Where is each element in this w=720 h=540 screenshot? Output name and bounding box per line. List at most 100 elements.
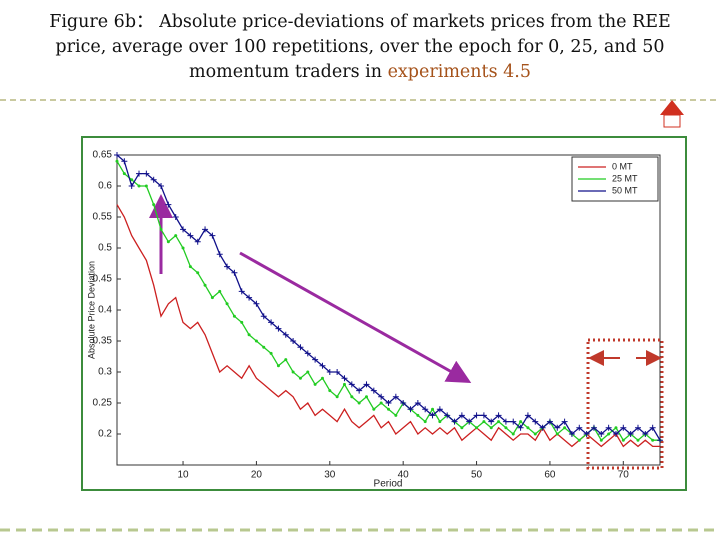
point-marker xyxy=(526,426,530,430)
point-marker xyxy=(203,283,207,287)
legend-label: 50 MT xyxy=(612,185,638,195)
point-marker xyxy=(172,214,179,220)
point-marker xyxy=(218,289,222,293)
point-marker xyxy=(423,420,427,424)
y-tick-label: 0.3 xyxy=(98,367,112,378)
point-marker xyxy=(334,369,341,375)
point-marker xyxy=(187,232,194,239)
title-line: price, average over 100 repetitions, ove… xyxy=(55,37,665,57)
point-marker xyxy=(400,400,407,406)
point-marker xyxy=(598,431,605,437)
point-marker xyxy=(620,424,627,431)
point-marker xyxy=(320,376,324,380)
point-marker xyxy=(561,418,568,425)
point-marker xyxy=(262,345,266,349)
point-marker xyxy=(269,351,273,355)
point-marker xyxy=(328,389,332,393)
point-marker xyxy=(275,325,282,332)
point-marker xyxy=(621,438,625,442)
point-marker xyxy=(460,426,464,430)
point-marker xyxy=(210,296,214,300)
point-marker xyxy=(605,424,612,431)
point-marker xyxy=(532,418,539,425)
point-marker xyxy=(284,358,288,362)
y-tick-label: 0.2 xyxy=(98,429,112,440)
legend-label: 0 MT xyxy=(612,161,633,171)
point-marker xyxy=(657,437,663,444)
point-marker xyxy=(165,201,172,208)
y-tick-label: 0.35 xyxy=(93,336,113,347)
annotation-arrow xyxy=(239,251,472,383)
point-marker xyxy=(319,362,326,369)
point-marker xyxy=(539,424,546,431)
title: Figure 6b： Absolute price-deviations of … xyxy=(0,10,720,85)
point-marker xyxy=(502,418,509,425)
point-marker xyxy=(438,420,442,424)
point-marker xyxy=(356,387,363,394)
point-marker xyxy=(612,431,619,437)
point-marker xyxy=(614,426,618,430)
point-marker xyxy=(335,395,339,399)
point-marker xyxy=(497,420,501,424)
y-tick-label: 0.4 xyxy=(98,305,112,316)
point-marker xyxy=(136,170,143,177)
point-marker xyxy=(143,170,150,177)
point-marker xyxy=(546,418,553,425)
point-marker xyxy=(240,320,244,324)
point-marker xyxy=(348,381,355,388)
y-tick-label: 0.45 xyxy=(93,274,113,285)
point-marker xyxy=(599,438,603,442)
point-marker xyxy=(363,381,370,388)
series-line xyxy=(116,204,660,448)
point-marker xyxy=(276,364,280,368)
x-tick-label: 30 xyxy=(324,470,336,481)
y-tick-label: 0.6 xyxy=(98,181,112,192)
point-marker xyxy=(378,393,385,400)
point-marker xyxy=(312,356,319,363)
point-marker xyxy=(451,418,458,425)
home-icon[interactable] xyxy=(663,114,681,128)
y-tick-label: 0.65 xyxy=(93,150,113,161)
point-marker xyxy=(114,152,120,158)
point-marker xyxy=(130,178,134,182)
point-marker xyxy=(576,424,583,431)
point-marker xyxy=(188,265,192,269)
title-line: momentum traders in xyxy=(189,62,382,82)
point-marker xyxy=(247,333,251,337)
point-marker xyxy=(510,418,517,425)
x-tick-label: 40 xyxy=(398,470,410,481)
point-marker xyxy=(304,350,311,357)
home-icon[interactable] xyxy=(660,100,684,115)
point-marker xyxy=(422,406,429,413)
point-marker xyxy=(429,412,436,419)
point-marker xyxy=(231,269,238,276)
point-marker xyxy=(554,424,561,431)
highlight-box xyxy=(586,338,664,470)
point-marker xyxy=(158,183,165,189)
point-marker xyxy=(436,406,443,413)
point-marker xyxy=(224,263,231,270)
point-marker xyxy=(209,232,216,239)
point-marker xyxy=(392,393,399,400)
point-marker xyxy=(642,431,649,437)
point-marker xyxy=(489,426,493,430)
title-highlight: experiments 4.5 xyxy=(387,62,531,82)
legend-label: 25 MT xyxy=(612,173,638,183)
point-marker xyxy=(180,226,187,233)
y-axis-label: Absolute Price Deviation xyxy=(86,261,96,359)
point-marker xyxy=(152,203,156,207)
title-line: Figure 6b： Absolute price-deviations of … xyxy=(49,12,671,32)
point-marker xyxy=(590,424,597,431)
point-marker xyxy=(394,413,398,417)
point-marker xyxy=(357,401,361,405)
x-tick-label: 60 xyxy=(544,470,556,481)
point-marker xyxy=(416,413,420,417)
point-marker xyxy=(364,395,368,399)
point-marker xyxy=(568,431,575,437)
point-marker xyxy=(407,406,414,413)
point-marker xyxy=(150,176,157,183)
x-tick-label: 50 xyxy=(471,470,483,481)
point-marker xyxy=(254,339,258,343)
point-marker xyxy=(225,302,229,306)
